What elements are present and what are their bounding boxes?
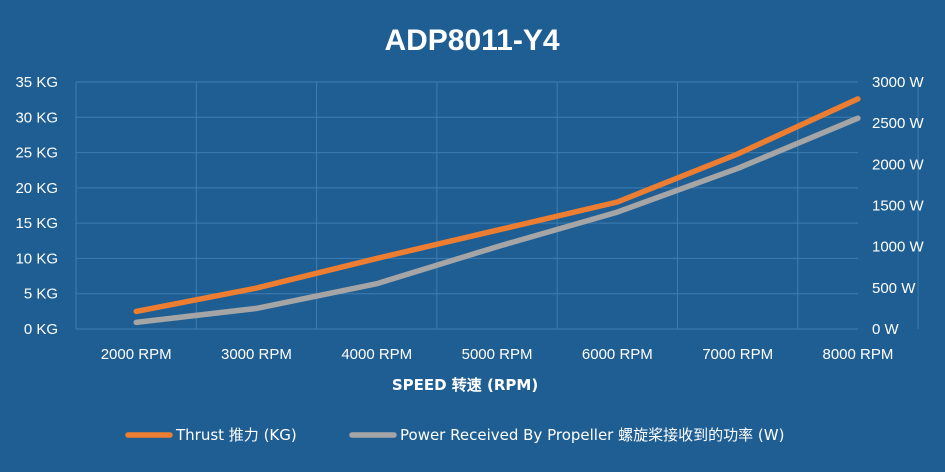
grid <box>75 81 919 330</box>
y-left-tick-label: 5 KG <box>24 286 58 303</box>
y-left-tick-label: 20 KG <box>15 180 58 197</box>
y-right-tick-label: 3000 W <box>872 74 925 91</box>
x-tick-label: 4000 RPM <box>341 346 412 363</box>
y-left-tick-label: 35 KG <box>15 74 58 91</box>
y-left-tick-label: 0 KG <box>24 321 58 338</box>
y-right-tick-label: 1000 W <box>872 239 925 256</box>
x-tick-label: 2000 RPM <box>101 346 172 363</box>
y-right-tick-label: 500 W <box>872 280 916 297</box>
x-tick-label: 6000 RPM <box>582 346 653 363</box>
series <box>133 96 861 326</box>
legend-item-power-label: Power Received By Propeller 螺旋桨接收到的功率 (W… <box>400 426 784 444</box>
y-left-tick-label: 30 KG <box>15 109 58 126</box>
y-right-tick-label: 2500 W <box>872 115 925 132</box>
power-series-line <box>133 115 861 326</box>
y-right-tick-label: 2000 W <box>872 156 925 173</box>
y-left-tick-label: 25 KG <box>15 145 58 162</box>
y-right-tick-labels: 0 W 500 W 1000 W 1500 W 2000 W 2500 W 3000 W <box>872 74 925 338</box>
y-right-tick-label: 0 W <box>872 321 900 338</box>
y-left-tick-label: 10 KG <box>15 250 58 267</box>
thrust-series-line <box>133 96 861 315</box>
legend-item-thrust-label: Thrust 推力 (KG) <box>175 426 297 444</box>
y-right-tick-label: 1500 W <box>872 198 925 215</box>
x-tick-label: 5000 RPM <box>462 346 533 363</box>
x-axis-label: SPEED 转速 (RPM) <box>392 376 538 394</box>
x-tick-label: 8000 RPM <box>823 346 894 363</box>
chart-title: ADP8011-Y4 <box>384 24 559 57</box>
x-tick-label: 3000 RPM <box>221 346 292 363</box>
y-left-tick-labels: 0 KG 5 KG 10 KG 15 KG 20 KG 25 KG 30 KG 35 KG <box>15 74 58 338</box>
x-tick-labels: 2000 RPM 3000 RPM 4000 RPM 5000 RPM 6000 RPM… <box>101 346 894 363</box>
y-left-tick-label: 15 KG <box>15 215 58 232</box>
legend: Thrust 推力 (KG) Power Received By Propelle… <box>125 426 784 444</box>
x-tick-label: 7000 RPM <box>702 346 773 363</box>
